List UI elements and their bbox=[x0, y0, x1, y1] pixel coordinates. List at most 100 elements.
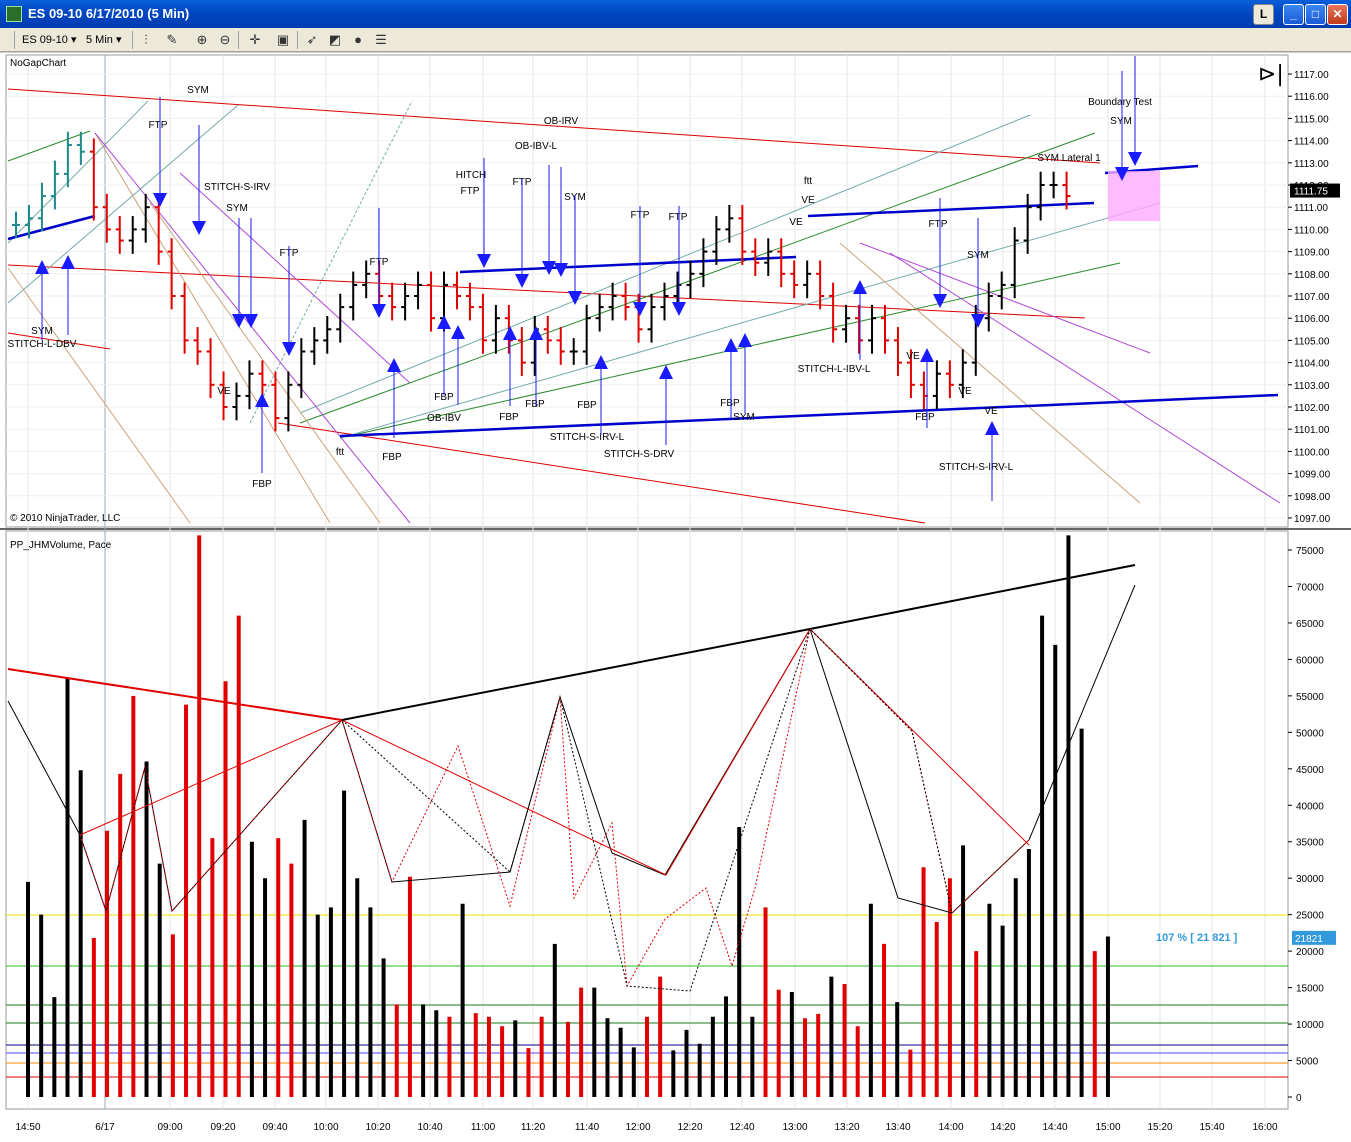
annotation-label: FTP bbox=[149, 120, 168, 131]
window-titlebar: ES 09-10 6/17/2010 (5 Min) L _ □ ✕ bbox=[0, 0, 1351, 28]
price-tick-label: 1109.00 bbox=[1294, 248, 1330, 259]
chart-toolbar: ES 09-10 ▾ 5 Min ▾ ⫶ ✎ ⊕ ⊖ ✛ ▣ ➶ ◩ ● ☰ bbox=[0, 28, 1351, 52]
data-box-icon[interactable]: ☰ bbox=[375, 32, 387, 47]
toolbar-separator bbox=[297, 31, 298, 49]
volume-tick-label: 0 bbox=[1296, 1093, 1302, 1104]
instrument-selector[interactable]: ES 09-10 ▾ bbox=[22, 32, 76, 48]
drawing-pen-icon[interactable]: ✎ bbox=[166, 32, 178, 47]
volume-tick-label: 10000 bbox=[1296, 1020, 1324, 1031]
time-tick-label: 10:00 bbox=[313, 1122, 338, 1133]
trend-line bbox=[859, 242, 1151, 354]
arrow-up-icon bbox=[724, 338, 738, 352]
annotation-label: FBP bbox=[382, 452, 402, 463]
annotation-label: FBP bbox=[915, 412, 935, 423]
close-button[interactable]: ✕ bbox=[1327, 4, 1348, 25]
arrow-down-icon bbox=[244, 314, 258, 328]
time-tick-label: 12:40 bbox=[729, 1122, 754, 1133]
arrow-down-icon bbox=[477, 254, 491, 268]
volume-tick-label: 20000 bbox=[1296, 947, 1324, 958]
arrow-down-icon bbox=[568, 291, 582, 305]
volume-tick-label: 45000 bbox=[1296, 765, 1324, 776]
arrow-up-icon bbox=[594, 355, 608, 369]
price-tick-label: 1101.00 bbox=[1294, 425, 1330, 436]
chart-area[interactable]: 14:50 6/17 09:00 09:20 09:40 10:00 10:20 10:40 1… bbox=[0, 53, 1351, 1142]
trend-line bbox=[7, 130, 91, 162]
channel-line bbox=[339, 393, 1279, 438]
arrow-up-icon bbox=[985, 421, 999, 435]
annotation-label: SYM Lateral 1 bbox=[1037, 153, 1101, 164]
interval-label: 5 Min bbox=[86, 34, 113, 46]
strategies-icon[interactable]: ◩ bbox=[328, 32, 342, 47]
arrow-down-icon bbox=[672, 302, 686, 316]
arrow-up-icon bbox=[437, 315, 451, 329]
price-tick-label: 1111.00 bbox=[1294, 203, 1328, 214]
arrow-down-icon bbox=[372, 304, 386, 318]
chart-canvas[interactable]: 14:50 6/17 09:00 09:20 09:40 10:00 10:20 10:40 1… bbox=[0, 53, 1351, 1142]
price-tick-label: 1103.00 bbox=[1294, 381, 1330, 392]
annotation-label: SYM bbox=[187, 85, 209, 96]
price-tick-label: 1108.00 bbox=[1294, 270, 1330, 281]
annotation-label: ftt bbox=[336, 447, 345, 458]
volume-trend-line bbox=[341, 564, 1136, 721]
maximize-button[interactable]: □ bbox=[1305, 4, 1326, 25]
volume-tick-label: 75000 bbox=[1296, 546, 1324, 557]
arrow-up-icon bbox=[451, 325, 465, 339]
volume-trend-line bbox=[7, 668, 343, 721]
current-price-tag bbox=[1290, 183, 1340, 198]
arrow-down-icon bbox=[232, 314, 246, 328]
time-tick-label: 14:00 bbox=[938, 1122, 963, 1133]
chevron-down-icon: ▾ bbox=[70, 34, 77, 46]
volume-dotted-zigzag bbox=[79, 627, 1030, 988]
price-tick-label: 1105.00 bbox=[1294, 336, 1330, 347]
bar-type-icon[interactable]: ⫶ bbox=[144, 32, 148, 47]
pace-readout: 107 % [ 21 821 ] bbox=[1156, 932, 1238, 944]
price-tick-label: 1106.00 bbox=[1294, 314, 1330, 325]
annotation-label: OB-IRV bbox=[544, 116, 579, 127]
annotation-label: FTP bbox=[929, 219, 948, 230]
interval-selector[interactable]: 5 Min ▾ bbox=[86, 32, 122, 48]
time-tick-label: 10:40 bbox=[417, 1122, 442, 1133]
price-tick-label: 1104.00 bbox=[1294, 359, 1330, 370]
trend-line bbox=[339, 202, 1161, 439]
minimize-button[interactable]: _ bbox=[1283, 4, 1304, 25]
annotation-label: FBP bbox=[525, 399, 545, 410]
indicators-icon[interactable]: ➶ bbox=[306, 32, 318, 47]
time-tick-label: 11:20 bbox=[521, 1122, 546, 1133]
link-button[interactable]: L bbox=[1253, 4, 1274, 25]
annotation-label: SYM bbox=[1110, 116, 1132, 127]
price-tick-label: 1098.00 bbox=[1294, 492, 1331, 503]
arrow-up-icon bbox=[529, 326, 543, 340]
time-tick-label: 09:20 bbox=[210, 1122, 235, 1133]
time-tick-label: 09:00 bbox=[157, 1122, 182, 1133]
annotation-label: STITCH-L-DBV bbox=[8, 339, 77, 350]
annotation-label: VE bbox=[984, 406, 998, 417]
annotation-label: VE bbox=[217, 386, 231, 397]
annotation-label: SYM bbox=[226, 203, 248, 214]
time-tick-label: 15:00 bbox=[1095, 1122, 1120, 1133]
volume-tick-label: 70000 bbox=[1296, 582, 1324, 593]
trend-line bbox=[179, 172, 411, 384]
trend-line bbox=[7, 332, 111, 350]
price-tick-label: 1100.00 bbox=[1294, 447, 1330, 458]
volume-tick-label: 30000 bbox=[1296, 874, 1324, 885]
price-tick-label: 1114.00 bbox=[1294, 137, 1329, 148]
volume-tick-label: 15000 bbox=[1296, 984, 1324, 995]
volume-zigzag bbox=[79, 628, 1030, 876]
annotation-label: FBP bbox=[577, 400, 597, 411]
trend-line bbox=[839, 242, 1141, 504]
volume-tick-label: 60000 bbox=[1296, 655, 1324, 666]
annotation-label: Boundary Test bbox=[1088, 97, 1152, 108]
app-icon bbox=[6, 6, 22, 22]
annotation-label: OB-IBV bbox=[427, 413, 461, 424]
zoom-out-icon[interactable]: ⊖ bbox=[219, 32, 231, 47]
properties-icon[interactable]: ▣ bbox=[276, 32, 290, 47]
annotation-label: HITCH bbox=[456, 170, 487, 181]
arrow-down-icon bbox=[1128, 152, 1142, 166]
price-tick-label: 1102.00 bbox=[1294, 403, 1330, 414]
time-tick-label: 09:40 bbox=[262, 1122, 287, 1133]
zoom-in-icon[interactable]: ⊕ bbox=[196, 32, 208, 47]
crosshair-icon[interactable]: ✛ bbox=[249, 32, 261, 47]
arrow-up-icon bbox=[255, 393, 269, 407]
order-icon[interactable]: ● bbox=[354, 32, 362, 47]
annotation-label: STITCH-S-IRV bbox=[204, 182, 270, 193]
